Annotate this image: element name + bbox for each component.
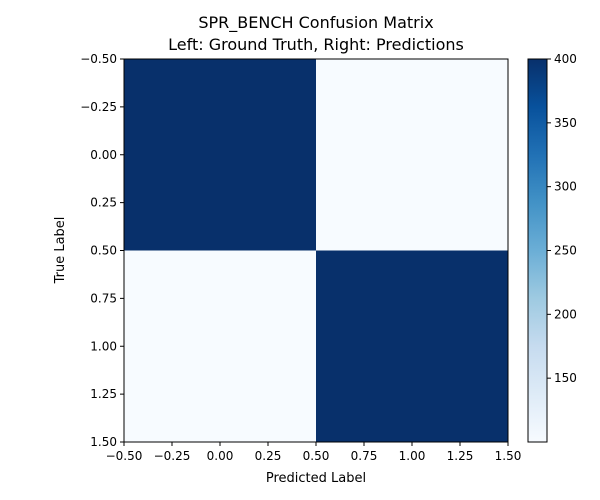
y-tick-label: 0.75	[90, 291, 117, 305]
y-axis-ticks: −0.50 −0.25 0.00 0.25 0.50 0.75 1.00 1.25 1.50	[80, 52, 124, 449]
heatmap-cells	[124, 59, 508, 442]
y-tick-label: 0.00	[90, 148, 117, 162]
x-tick-label: −0.25	[154, 449, 191, 463]
x-tick-label: −0.50	[106, 449, 143, 463]
colorbar-tick-label: 350	[554, 116, 577, 130]
chart-title-line-1: SPR_BENCH Confusion Matrix	[198, 13, 433, 33]
heatmap-cell-1-0	[124, 250, 316, 442]
colorbar-tick-label: 150	[554, 371, 577, 385]
y-tick-label: 0.25	[90, 196, 117, 210]
y-axis-label: True Label	[53, 217, 68, 285]
colorbar	[527, 58, 548, 443]
colorbar-tick-label: 300	[554, 180, 577, 194]
x-tick-label: 0.25	[255, 449, 282, 463]
y-tick-label: 1.50	[90, 435, 117, 449]
colorbar-tick-label: 400	[554, 52, 577, 66]
heatmap-cell-1-1	[316, 250, 508, 442]
y-tick-label: −0.50	[80, 52, 117, 66]
x-tick-label: 1.25	[447, 449, 474, 463]
y-tick-label: 0.50	[90, 244, 117, 258]
colorbar-tick-label: 200	[554, 307, 577, 321]
heatmap-cell-0-0	[124, 59, 316, 251]
x-tick-label: 1.50	[495, 449, 522, 463]
x-axis-ticks: −0.50 −0.25 0.00 0.25 0.50 0.75 1.00 1.25 1.50	[106, 442, 522, 463]
x-tick-label: 0.50	[303, 449, 330, 463]
x-axis-label: Predicted Label	[266, 471, 366, 486]
x-tick-label: 0.75	[351, 449, 378, 463]
colorbar-tick-label: 250	[554, 244, 577, 258]
x-tick-label: 1.00	[399, 449, 426, 463]
colorbar-ticks: 150 200 250 300 350 400	[547, 52, 577, 385]
x-tick-label: 0.00	[207, 449, 234, 463]
y-tick-label: −0.25	[80, 100, 117, 114]
y-tick-label: 1.25	[90, 387, 117, 401]
y-tick-label: 1.00	[90, 339, 117, 353]
heatmap-cell-0-1	[316, 59, 508, 251]
chart-title-line-2: Left: Ground Truth, Right: Predictions	[168, 35, 464, 54]
